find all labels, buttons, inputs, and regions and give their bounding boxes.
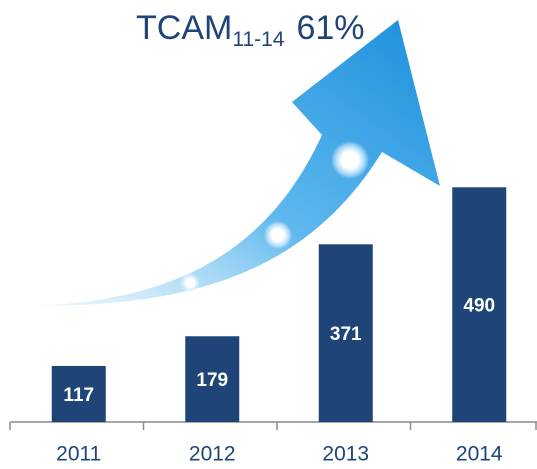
- bar: [51, 365, 106, 422]
- data-label: 179: [196, 370, 228, 391]
- title-subscript: 11-14: [232, 28, 284, 51]
- data-label: 117: [63, 385, 94, 406]
- data-label: 371: [330, 324, 362, 345]
- bar: [318, 244, 373, 422]
- x-tick-label: 2012: [189, 443, 236, 466]
- title-main: TCAM: [136, 9, 232, 47]
- chart-title: TCAM11-14 61%: [136, 9, 365, 51]
- x-tick-label: 2014: [456, 443, 503, 466]
- x-tick-label: 2013: [322, 443, 369, 466]
- bar: [185, 336, 240, 422]
- growth-arrow: [38, 20, 440, 306]
- data-label: 490: [463, 296, 495, 317]
- x-tick-label: 2011: [56, 443, 101, 466]
- title-value: 61%: [296, 9, 364, 47]
- bar: [452, 187, 507, 422]
